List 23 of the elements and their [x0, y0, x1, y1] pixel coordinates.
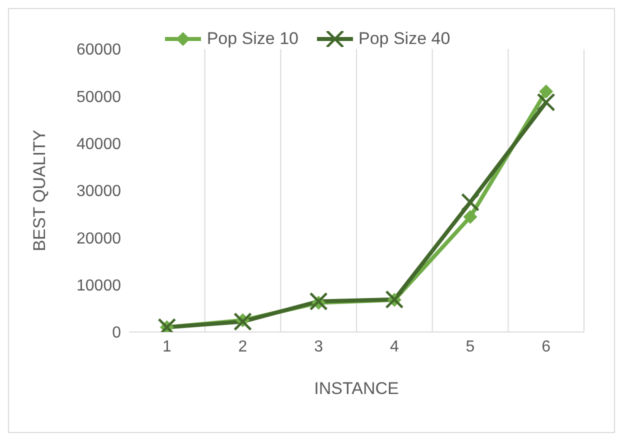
x-tick-label: 3	[314, 338, 324, 356]
point	[536, 93, 556, 112]
point	[309, 292, 328, 311]
y-axis-title: BEST QUALITY	[30, 130, 50, 252]
x-axis-title: INSTANCE	[314, 379, 399, 398]
point	[539, 84, 554, 98]
point	[461, 193, 480, 212]
y-tick-label: 40000	[76, 136, 122, 154]
legend-label: Pop Size 10	[206, 29, 298, 49]
y-tick-label: 60000	[76, 42, 122, 59]
y-tick-label: 10000	[76, 278, 122, 295]
point	[463, 210, 478, 224]
y-tick-label: 20000	[76, 230, 122, 248]
x-tick-label: 4	[390, 338, 399, 356]
legend-label: Pop Size 40	[358, 29, 450, 49]
x-tick-label: 1	[162, 338, 172, 356]
x-tick-label: 5	[466, 338, 475, 356]
x-tick-label: 2	[238, 338, 248, 356]
x-tick-label: 6	[542, 338, 551, 356]
y-tick-label: 30000	[76, 183, 122, 200]
y-tick-label: 50000	[76, 88, 122, 106]
y-tick-label: 0	[112, 324, 122, 342]
point	[234, 312, 252, 331]
